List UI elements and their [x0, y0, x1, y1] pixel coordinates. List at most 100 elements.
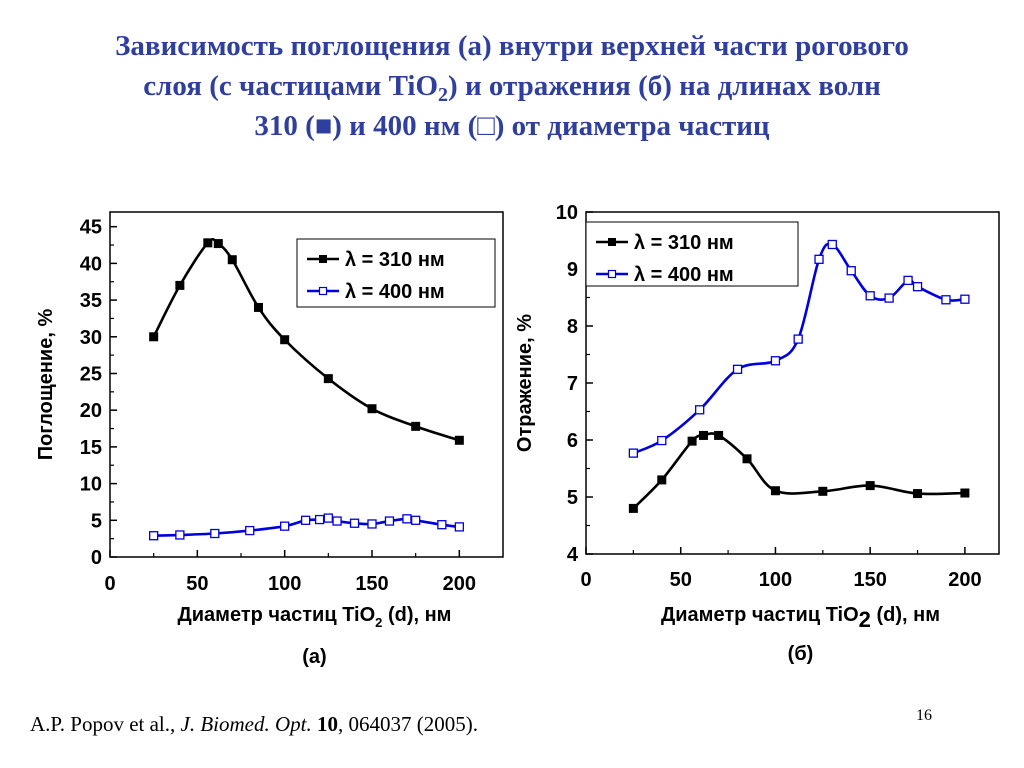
x-axis-label: Диаметр частиц TiO2 (d), нм: [178, 604, 452, 630]
legend: λ = 310 нм λ = 400 нм: [296, 238, 496, 308]
data-point-filled: [227, 255, 237, 265]
data-point-open: [884, 293, 894, 303]
title-line-2-end: ) и отражения (б) на длинах волн: [448, 70, 881, 102]
y-tick-label: 5: [567, 487, 578, 509]
page-number: 16: [916, 707, 932, 724]
y-tick-label: 7: [567, 373, 578, 395]
title-line-3: 310 (■) и 400 нм (□) от диаметра частиц: [254, 110, 770, 142]
y-tick-label: 8: [567, 316, 578, 338]
legend: λ = 310 нм λ = 400 нм: [585, 221, 799, 287]
data-point-filled: [280, 335, 290, 345]
data-point-filled: [742, 454, 752, 464]
legend-box: [585, 221, 799, 287]
data-point-open: [865, 291, 875, 301]
y-tick-label: 25: [80, 363, 102, 385]
data-point-open: [323, 513, 333, 523]
citation-journal: J. Biomed. Opt.: [180, 712, 312, 736]
x-axis-label: Диаметр частиц TiO2 (d), нм: [661, 604, 940, 632]
data-point-filled: [411, 421, 421, 431]
citation: A.P. Popov et al., J. Biomed. Opt. 10, 0…: [30, 712, 478, 737]
legend-label: λ = 310 нм: [634, 232, 734, 254]
y-tick-label: 15: [80, 437, 102, 459]
series-310nm: [149, 237, 464, 445]
plot-frame: [109, 211, 504, 558]
x-axis-label-main: Диаметр частиц TiO: [178, 604, 376, 626]
panel-label: (а): [302, 646, 326, 668]
data-point-open: [314, 514, 325, 525]
y-tick-label: 6: [567, 430, 578, 452]
data-point-open: [402, 514, 412, 524]
y-tick-label: 10: [556, 202, 578, 224]
data-point-filled: [213, 239, 223, 249]
data-point-filled: [687, 436, 697, 446]
data-point-filled: [714, 430, 724, 440]
legend-label: λ = 400 нм: [345, 281, 445, 303]
data-point-filled: [628, 503, 638, 513]
y-tick-label: 40: [80, 253, 102, 275]
legend-label: λ = 400 нм: [634, 264, 734, 286]
x-tick-label: 100: [268, 573, 301, 595]
series-400nm: [628, 239, 970, 458]
data-point-open: [793, 334, 803, 344]
chart-panel-a: 0 50 100 150 200 0 5 10 15 20 25 30 35 40 45 Поглощение…: [35, 211, 504, 668]
data-point-open: [437, 520, 447, 530]
data-point-open: [332, 516, 342, 526]
citation-rest: , 064037 (2005).: [338, 712, 478, 736]
data-point-open: [827, 239, 837, 250]
data-point-filled: [175, 280, 185, 290]
x-axis-label-subscript: 2: [859, 607, 871, 632]
data-point-open: [903, 275, 913, 286]
data-point-open: [695, 405, 705, 415]
data-point-open: [411, 515, 421, 525]
series-400nm: [149, 513, 464, 541]
title-line-2: слоя (с частицами TiO2) и отражения (б) …: [0, 66, 1024, 106]
y-tick-label: 35: [80, 290, 102, 312]
data-point-filled: [454, 435, 464, 445]
x-axis-label-tail: (d), нм: [382, 604, 451, 626]
legend-box: [296, 238, 496, 308]
y-tick-label: 45: [80, 217, 102, 239]
x-axis-label-subscript: 2: [375, 615, 382, 630]
data-point-open: [149, 531, 159, 541]
data-point-filled: [960, 488, 970, 498]
data-point-open: [280, 521, 290, 531]
x-tick-label: 0: [104, 573, 115, 595]
y-tick-label: 4: [567, 544, 579, 566]
data-point-open: [732, 364, 743, 374]
data-point-filled: [865, 481, 875, 491]
legend-marker-open: [318, 286, 328, 296]
data-point-open: [846, 266, 856, 276]
x-axis-label-main: Диаметр частиц TiO: [661, 604, 859, 626]
data-point-filled: [657, 475, 667, 485]
y-axis-label: Отражение, %: [514, 314, 536, 452]
data-point-open: [367, 519, 377, 529]
data-point-filled: [367, 404, 377, 414]
data-point-open: [912, 282, 923, 292]
data-point-filled: [203, 238, 213, 248]
data-point-filled: [149, 332, 159, 342]
data-point-open: [454, 522, 464, 532]
data-point-filled: [253, 302, 263, 312]
x-axis-label-tail: (d), нм: [871, 604, 940, 626]
legend-marker-open: [607, 269, 617, 279]
data-point-open: [814, 254, 824, 264]
y-tick-label: 9: [567, 259, 578, 281]
x-tick-label: 150: [853, 569, 886, 591]
x-tick-label: 150: [355, 573, 388, 595]
data-point-open: [300, 515, 311, 525]
citation-volume: 10: [317, 712, 338, 736]
title-line-2-start: слоя (с частицами TiO: [143, 70, 439, 102]
data-point-filled: [770, 486, 780, 496]
data-point-open: [384, 516, 395, 526]
data-point-open: [657, 435, 667, 446]
title-line-1: Зависимость поглощения (а) внутри верхне…: [115, 30, 909, 62]
y-tick-label: 10: [80, 474, 102, 496]
charts-svg: 0 50 100 150 200051015202530354045Поглощение…: [35, 202, 1000, 668]
y-axis-label: Поглощение, %: [35, 309, 57, 461]
citation-authors: A.P. Popov et al.,: [30, 712, 181, 736]
y-tick-label: 5: [91, 510, 102, 532]
x-tick-label: 100: [759, 569, 792, 591]
x-tick-label: 200: [443, 573, 476, 595]
x-tick-label: 50: [186, 573, 208, 595]
slide-title: Зависимость поглощения (а) внутри верхне…: [0, 26, 1024, 146]
